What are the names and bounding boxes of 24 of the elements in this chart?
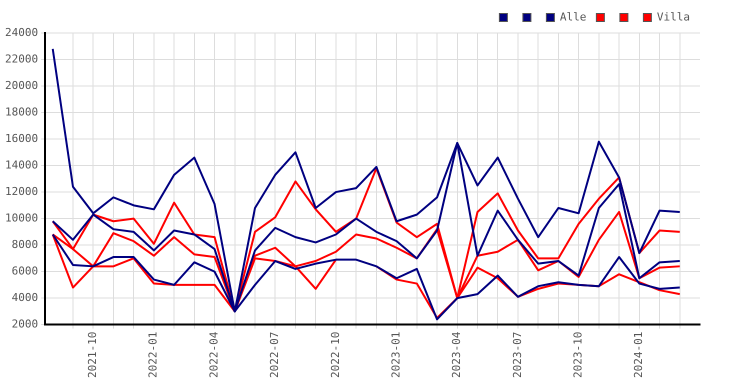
y-tick-label: 18000 (4, 105, 38, 118)
x-tick-label: 2022-07 (268, 332, 282, 378)
y-tick-label: 14000 (4, 158, 38, 172)
x-tick-label: 2021-10 (86, 332, 100, 378)
x-tick-label: 2022-04 (207, 331, 220, 378)
legend-label: Alle (560, 10, 586, 24)
y-tick-label: 12000 (4, 184, 38, 198)
y-tick-label: 2000 (12, 318, 38, 330)
y-tick-label: 10000 (4, 211, 38, 224)
y-tick-label: 4000 (12, 290, 38, 304)
y-tick-label: 8000 (12, 238, 38, 251)
y-tick-label: 6000 (12, 264, 38, 278)
y-tick-label: 20000 (4, 78, 38, 92)
x-tick-label: 2023-07 (510, 332, 524, 378)
y-tick-label: 24000 (4, 26, 38, 39)
y-tick-label: 16000 (4, 132, 38, 145)
x-tick-label: 2022-01 (146, 332, 160, 378)
legend-label: Villa (656, 10, 690, 24)
x-tick-label: 2023-10 (572, 332, 584, 378)
x-tick-label: 2023-04 (450, 331, 464, 378)
x-tick-label: 2023-01 (389, 332, 402, 378)
x-tick-label: 2024-01 (632, 332, 646, 378)
x-tick-label: 2022-10 (328, 332, 342, 378)
y-tick-label: 22000 (4, 52, 38, 66)
